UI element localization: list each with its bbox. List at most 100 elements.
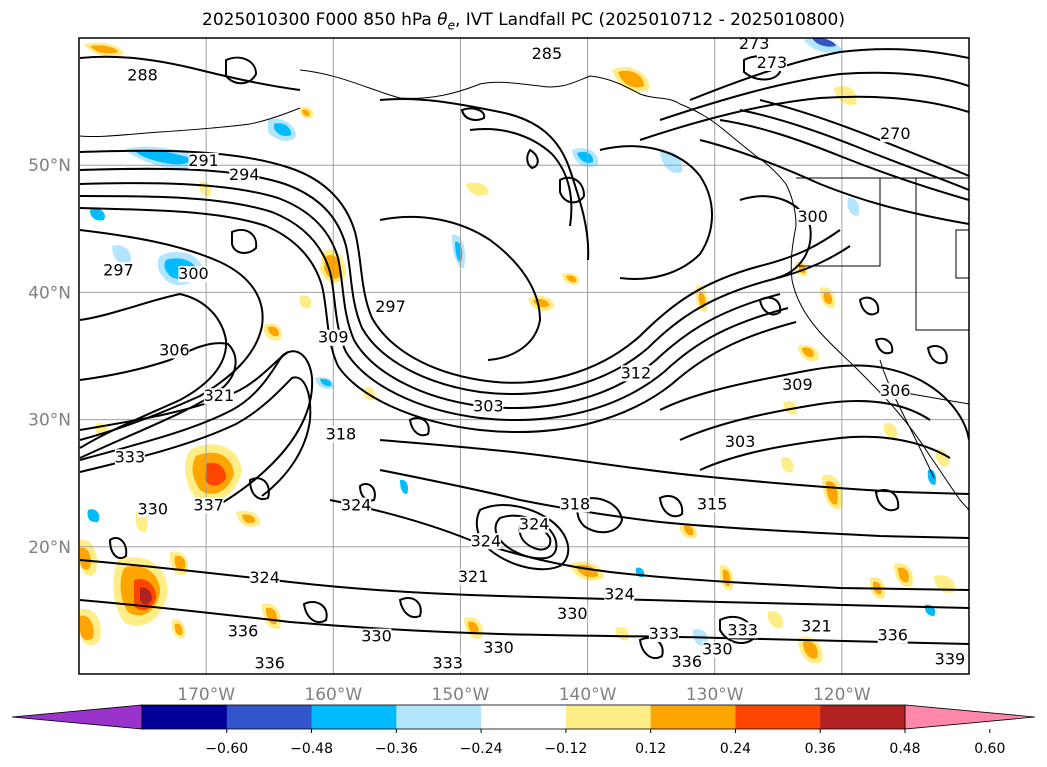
contour-line [248, 477, 270, 500]
lon-tick-label: 160°W [304, 685, 362, 705]
colorbar-segment [396, 705, 482, 729]
contour-line [874, 489, 900, 512]
shade-pos [834, 85, 857, 106]
contour-label: 321 [458, 567, 489, 586]
shade-neg [320, 378, 332, 387]
contour-label: 297 [103, 260, 134, 279]
contour-label-bg [470, 533, 501, 550]
shade-pos [468, 621, 479, 635]
contour-label-bg [249, 570, 280, 587]
contour-line [699, 435, 951, 471]
contour-label: 309 [782, 375, 813, 394]
shade-neg [274, 123, 292, 137]
contour-label-bg [519, 516, 550, 533]
contour-line [79, 55, 301, 91]
contour-label-bg [671, 654, 702, 671]
contour-label: 333 [432, 653, 463, 672]
contour-line [379, 439, 969, 495]
theta-symbol: θ [437, 10, 448, 30]
longitude-tick-labels: 170°W 160°W 150°W 140°W 130°W 120°W [177, 685, 871, 705]
lat-tick-label: 40°N [28, 283, 71, 303]
contour-label-bg [203, 388, 234, 405]
contour-line [358, 482, 376, 502]
shade-neg [135, 149, 191, 165]
contour-line [79, 376, 312, 497]
contour-line [79, 599, 969, 645]
colorbar-segment [481, 705, 567, 729]
shade-neg [112, 245, 131, 266]
contour-label-bg [127, 67, 158, 84]
contour-label: 339 [935, 650, 966, 669]
shade-pos [466, 182, 489, 196]
colorbar-tick-label: −0.36 [375, 741, 418, 757]
contour-label-bg [159, 342, 190, 359]
contour-label-bg [725, 434, 756, 451]
state-border-2 [915, 178, 969, 331]
contour-label: 330 [361, 627, 392, 646]
colorbar-outline [141, 704, 906, 730]
contour-label: 270 [880, 124, 911, 143]
contour-label-bg [137, 501, 168, 518]
contour-line [559, 176, 586, 204]
contour-line [659, 71, 969, 121]
contour-line [526, 148, 539, 170]
shade-pos [324, 255, 342, 279]
contour-label: 300 [178, 264, 209, 283]
contour-line [79, 182, 781, 409]
shade-pos [174, 623, 183, 636]
colorbar-tick-label: 0.36 [805, 741, 836, 757]
shade-pos [302, 109, 310, 117]
colorbar-tick-label: 0.12 [635, 741, 666, 757]
contour-line [460, 107, 486, 121]
contour-line [739, 109, 969, 191]
contour-label-bg [801, 618, 832, 635]
contour-label-bg [103, 262, 134, 279]
contour-label: 330 [137, 499, 168, 518]
contour-label: 333 [727, 620, 758, 639]
contour-label-bg [880, 126, 911, 143]
colorbar-extend-max [904, 704, 1036, 730]
contour-label: 336 [877, 625, 908, 644]
contour-label-bg [697, 496, 728, 513]
contour-label: 324 [519, 515, 550, 534]
state-border-3 [955, 229, 969, 279]
contour-label-bg [648, 626, 679, 643]
shade-pos [802, 347, 814, 358]
colorbar-tick-label: 0.60 [974, 741, 1005, 757]
contour-label-bg [361, 628, 392, 645]
contour-label: 291 [188, 151, 219, 170]
shade-pos [767, 611, 784, 629]
contour-label: 336 [254, 653, 285, 672]
map-background [79, 38, 969, 674]
contour-label-bg [739, 38, 770, 52]
contour-label: 303 [473, 396, 504, 415]
contour-label-bg [557, 605, 588, 622]
contour-line [302, 601, 328, 623]
colorbar-extend-min [11, 704, 143, 730]
contour-label: 333 [115, 447, 146, 466]
colorbar-tick-label: −0.60 [205, 741, 248, 757]
shade-pos [698, 291, 706, 308]
lon-tick-label: 130°W [686, 685, 744, 705]
contour-label-bg [877, 627, 908, 644]
shade-neg [812, 38, 836, 47]
lat-tick-label: 50°N [28, 156, 71, 176]
contour-label-bg [473, 398, 504, 415]
contour-line [689, 48, 969, 101]
shade-pos [781, 457, 794, 473]
chart-title: 2025010300 F000 850 hPa θe, IVT Landfall… [202, 10, 845, 33]
contour-label-bg [318, 329, 349, 346]
latitude-tick-labels: 20°N 30°N 40°N 50°N [28, 156, 71, 558]
shade-pos [684, 525, 694, 536]
contour-line [79, 207, 797, 433]
contour-label: 273 [739, 34, 770, 53]
contour-label: 324 [249, 568, 280, 587]
contour-label: 333 [649, 624, 680, 643]
map-frame [78, 37, 970, 675]
aleutian-chain [79, 107, 301, 138]
shade-pos [242, 514, 256, 524]
contour-label: 321 [204, 386, 235, 405]
contour-label: 285 [532, 44, 563, 63]
shade-pos [566, 275, 577, 283]
